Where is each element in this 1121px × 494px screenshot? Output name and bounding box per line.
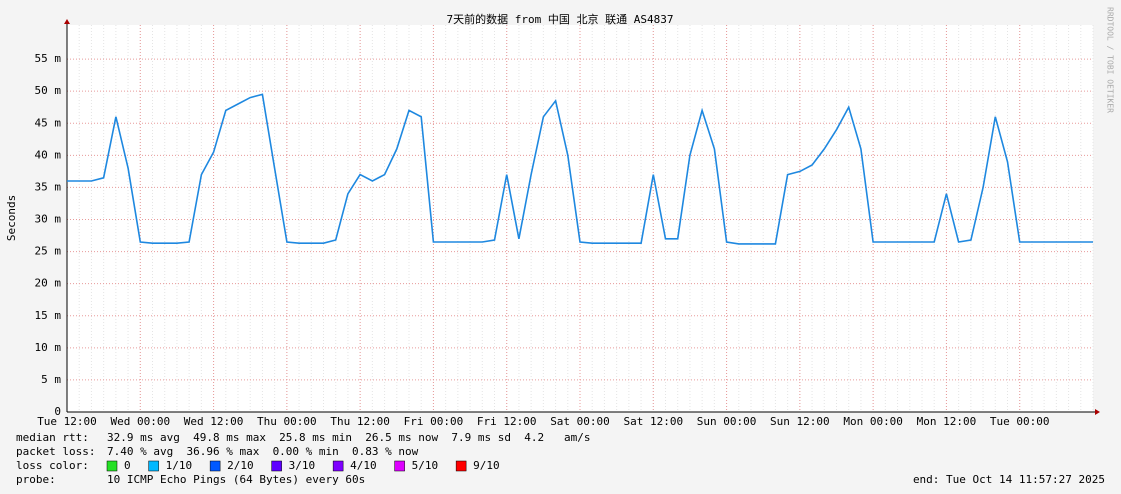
end-time: end: Tue Oct 14 11:57:27 2025: [913, 473, 1105, 486]
legend-swatch: [148, 460, 159, 472]
axis-arrow: [64, 19, 70, 24]
watermark: RRDTOOL / TOBI OETIKER: [1106, 7, 1115, 113]
legend-label: 1/10: [166, 459, 193, 472]
y-tick-label: 5 m: [41, 373, 61, 386]
y-tick-label: 10 m: [35, 341, 62, 354]
legend-swatch: [394, 460, 405, 472]
plot-area: [67, 25, 1093, 412]
x-tick-label: Tue 00:00: [990, 415, 1050, 428]
legend-swatch: [209, 460, 221, 472]
legend-swatch: [332, 460, 344, 472]
stat-text: 32.9 ms avg 49.8 ms max 25.8 ms min 26.5…: [107, 431, 590, 444]
y-axis-label: Seconds: [5, 195, 18, 241]
y-tick-label: 40 m: [35, 148, 62, 161]
legend-label: 2/10: [227, 459, 254, 472]
x-tick-label: Mon 00:00: [843, 415, 903, 428]
probe-label: probe:: [16, 473, 56, 486]
legend-label: 4/10: [350, 459, 377, 472]
probe-text: 10 ICMP Echo Pings (64 Bytes) every 60s: [107, 473, 365, 486]
stat-label: median rtt:: [16, 431, 89, 444]
x-tick-label: Fri 12:00: [477, 415, 537, 428]
x-tick-label: Sun 00:00: [697, 415, 757, 428]
legend-label: 3/10: [289, 459, 316, 472]
y-tick-label: 45 m: [35, 116, 62, 129]
y-tick-label: 0: [54, 405, 61, 418]
legend-swatch: [106, 460, 118, 472]
legend-label: 5/10: [412, 459, 439, 472]
y-tick-label: 30 m: [35, 213, 62, 226]
stat-label: packet loss:: [16, 445, 95, 458]
x-tick-label: Wed 00:00: [110, 415, 170, 428]
legend-swatch: [455, 460, 467, 472]
loss-legend-label: loss color:: [16, 459, 89, 472]
legend-swatch: [271, 460, 282, 472]
line: [67, 93, 1093, 245]
stat-text: 7.40 % avg 36.96 % max 0.00 % min 0.83 %…: [107, 445, 419, 458]
legend-label: 0: [124, 459, 131, 472]
x-tick-label: Thu 12:00: [330, 415, 390, 428]
x-tick-label: Tue 12:00: [37, 415, 97, 428]
y-tick-label: 35 m: [35, 180, 62, 193]
x-tick-label: Fri 00:00: [404, 415, 464, 428]
x-tick-label: Sun 12:00: [770, 415, 830, 428]
chart-title: 7天前的数据 from 中国 北京 联通 AS4837: [447, 12, 674, 26]
x-tick-label: Sat 12:00: [623, 415, 683, 428]
y-tick-label: 50 m: [35, 84, 62, 97]
axis-arrow: [1095, 409, 1100, 415]
y-tick-label: 15 m: [35, 309, 62, 322]
x-tick-label: Sat 00:00: [550, 415, 610, 428]
y-tick-label: 25 m: [35, 245, 62, 258]
x-tick-label: Mon 12:00: [917, 415, 977, 428]
x-tick-label: Thu 00:00: [257, 415, 317, 428]
y-tick-label: 20 m: [35, 277, 62, 290]
legend-label: 9/10: [473, 459, 500, 472]
y-tick-label: 55 m: [35, 52, 62, 65]
x-tick-label: Wed 12:00: [184, 415, 244, 428]
